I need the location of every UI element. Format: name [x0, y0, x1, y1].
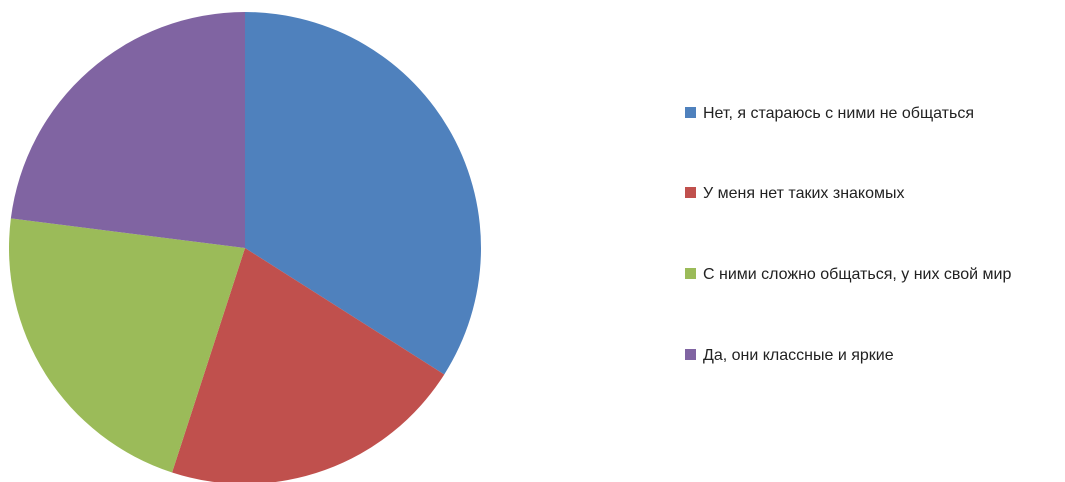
pie-slice: [245, 12, 481, 375]
legend-label: С ними сложно общаться, у них свой мир: [703, 266, 1012, 283]
legend-label: У меня нет таких знакомых: [703, 185, 905, 202]
pie-slice: [8, 218, 246, 473]
pie-slice: [172, 248, 445, 482]
legend-label: Нет, я стараюсь с ними не общаться: [703, 105, 974, 122]
legend-swatch: [685, 268, 696, 279]
legend-item: Нет, я стараюсь с ними не общаться: [685, 100, 1045, 128]
legend-swatch: [685, 349, 696, 360]
legend-item: С ними сложно общаться, у них свой мир: [685, 261, 1045, 289]
legend-swatch: [685, 187, 696, 198]
pie-slice: [10, 12, 245, 248]
legend-swatch: [685, 107, 696, 118]
chart: [8, 12, 481, 482]
legend-item: Да, они классные и яркие: [685, 342, 1045, 370]
legend-item: У меня нет таких знакомых: [685, 180, 1045, 208]
legend-label: Да, они классные и яркие: [703, 347, 894, 364]
